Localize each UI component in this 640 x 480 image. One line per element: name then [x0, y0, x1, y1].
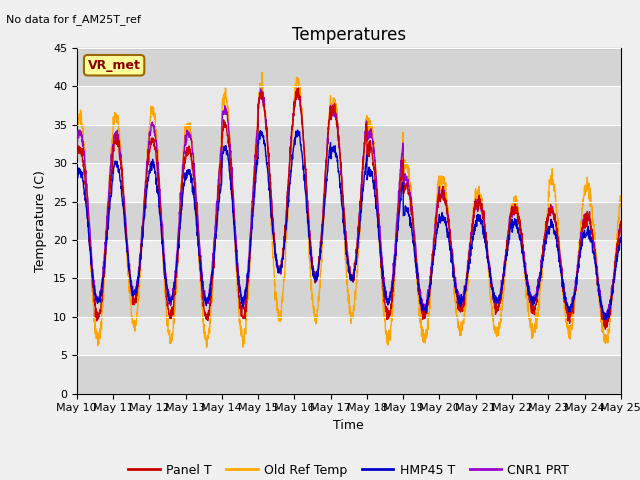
- CNR1 PRT: [365, 129, 372, 134]
- Text: VR_met: VR_met: [88, 59, 141, 72]
- Bar: [77, 355, 621, 394]
- Title: Temperatures: Temperatures: [292, 25, 406, 44]
- Bar: [77, 202, 621, 240]
- HMP45 T: [225, 158, 232, 164]
- HMP45 T: [376, 251, 384, 256]
- CNR1 PRT: [617, 222, 625, 228]
- Bar: [77, 48, 621, 86]
- CNR1 PRT: [602, 319, 609, 325]
- HMP45 T: [617, 234, 625, 240]
- HMP45 T: [73, 177, 81, 182]
- CNR1 PRT: [225, 126, 232, 132]
- Line: Old Ref Temp: Old Ref Temp: [77, 72, 621, 348]
- Old Ref Temp: [508, 206, 515, 212]
- CNR1 PRT: [257, 86, 264, 92]
- Panel T: [225, 137, 232, 143]
- CNR1 PRT: [73, 139, 81, 145]
- Bar: [77, 278, 621, 317]
- Old Ref Temp: [258, 70, 266, 75]
- X-axis label: Time: Time: [333, 419, 364, 432]
- Panel T: [376, 250, 384, 255]
- HMP45 T: [507, 225, 515, 231]
- Legend: Panel T, Old Ref Temp, HMP45 T, CNR1 PRT: Panel T, Old Ref Temp, HMP45 T, CNR1 PRT: [124, 458, 574, 480]
- HMP45 T: [294, 127, 301, 133]
- Line: Panel T: Panel T: [77, 88, 621, 329]
- Old Ref Temp: [377, 262, 385, 267]
- Old Ref Temp: [203, 345, 211, 350]
- Old Ref Temp: [73, 133, 81, 139]
- Bar: [77, 125, 621, 163]
- Old Ref Temp: [617, 195, 625, 201]
- HMP45 T: [584, 231, 592, 237]
- Line: HMP45 T: HMP45 T: [77, 130, 621, 319]
- HMP45 T: [601, 316, 609, 322]
- CNR1 PRT: [376, 232, 384, 238]
- Old Ref Temp: [365, 115, 372, 121]
- CNR1 PRT: [569, 297, 577, 302]
- Old Ref Temp: [584, 182, 592, 188]
- Bar: [77, 163, 621, 202]
- Y-axis label: Temperature (C): Temperature (C): [35, 170, 47, 272]
- HMP45 T: [569, 300, 577, 305]
- Bar: [77, 240, 621, 278]
- CNR1 PRT: [507, 213, 515, 218]
- Line: CNR1 PRT: CNR1 PRT: [77, 89, 621, 322]
- Panel T: [569, 301, 577, 307]
- Text: No data for f_AM25T_ref: No data for f_AM25T_ref: [6, 14, 141, 25]
- Panel T: [365, 144, 372, 150]
- Panel T: [73, 155, 81, 160]
- Old Ref Temp: [225, 120, 232, 126]
- CNR1 PRT: [584, 213, 592, 219]
- Panel T: [584, 216, 592, 222]
- Old Ref Temp: [570, 314, 577, 320]
- Panel T: [602, 326, 609, 332]
- Panel T: [617, 219, 625, 225]
- HMP45 T: [365, 171, 372, 177]
- Bar: [77, 317, 621, 355]
- Panel T: [507, 210, 515, 216]
- Panel T: [294, 85, 302, 91]
- Bar: [77, 86, 621, 125]
